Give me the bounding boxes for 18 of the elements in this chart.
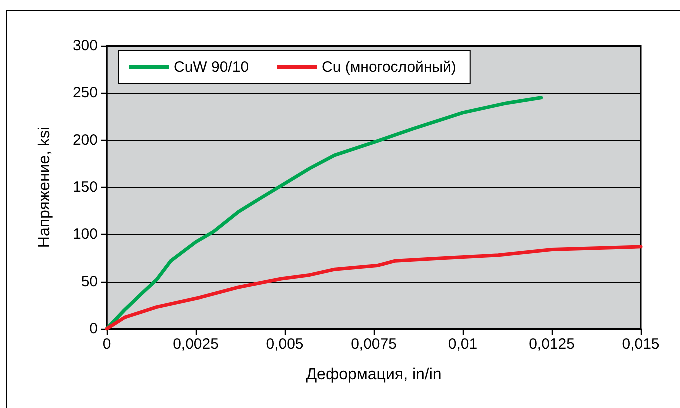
x-tick-label: 0,01 (448, 336, 478, 353)
legend-label: Cu (многослойный) (322, 59, 456, 76)
y-tick-label: 0 (90, 320, 98, 338)
x-tick-label: 0 (102, 336, 112, 353)
x-tick-label: 0,015 (622, 336, 660, 353)
y-tick-label: 200 (72, 132, 98, 149)
x-tick-label: 0,005 (266, 336, 304, 353)
x-tick-label: 0,0025 (173, 336, 219, 353)
y-axis-title: Напряжение, ksi (36, 126, 54, 248)
y-tick-label: 150 (72, 179, 98, 196)
y-tick-label: 300 (72, 38, 98, 54)
x-tick-label: 0,0125 (529, 336, 575, 353)
y-tick-label: 50 (81, 273, 98, 290)
y-tick-label: 100 (72, 226, 98, 244)
y-tick-label: 250 (72, 84, 98, 102)
legend-label: CuW 90/10 (174, 59, 250, 76)
x-axis-title: Деформация, in/in (306, 366, 442, 384)
x-tick-label: 0,0075 (351, 336, 397, 353)
